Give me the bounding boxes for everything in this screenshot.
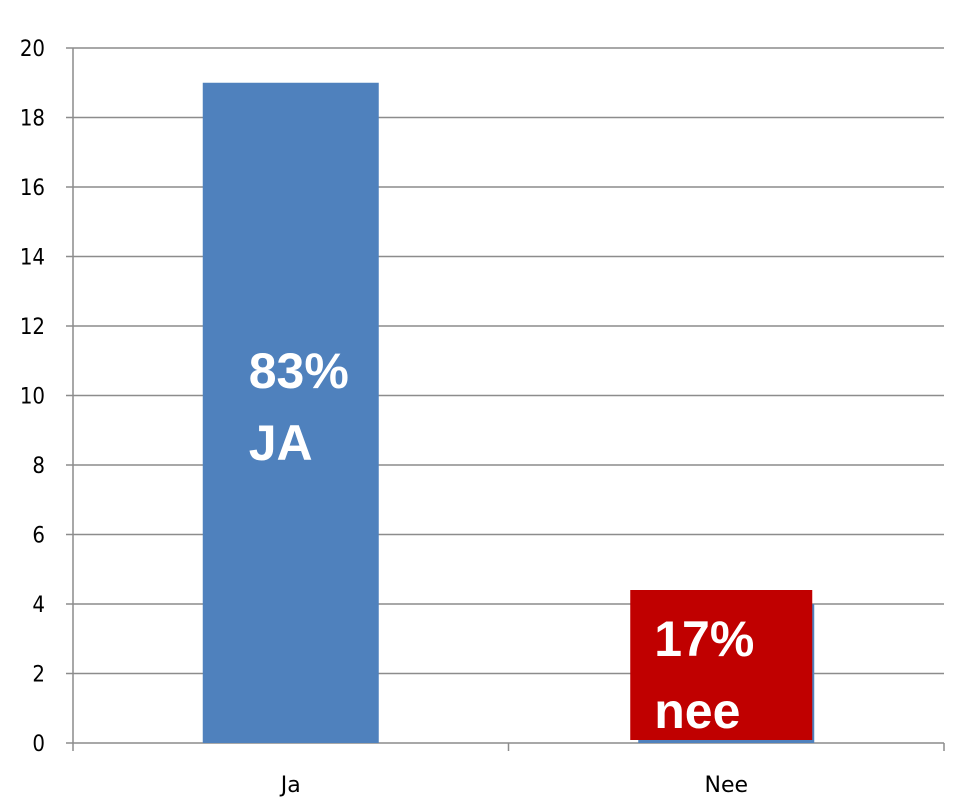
annotation-text: 17% xyxy=(654,611,754,667)
annotation-text: 83% xyxy=(249,343,349,399)
y-tick-label: 8 xyxy=(32,454,45,479)
y-tick-label: 20 xyxy=(20,37,45,62)
y-tick-label: 14 xyxy=(20,246,45,271)
annotation-text: JA xyxy=(249,415,313,471)
x-tick-label: Ja xyxy=(279,773,301,798)
y-tick-label: 6 xyxy=(32,524,45,549)
annotation-text: nee xyxy=(654,683,740,739)
y-tick-label: 10 xyxy=(20,385,45,410)
axis-labels: 0 2 4 6 8 10 12 14 16 18 20 Ja Nee xyxy=(20,37,748,798)
annotation-ja: 83% JA xyxy=(249,343,349,471)
bar-ja xyxy=(202,82,379,743)
annotation-box xyxy=(630,590,813,740)
y-tick-label: 12 xyxy=(20,315,45,340)
y-tick-label: 18 xyxy=(20,107,45,132)
y-tick-label: 2 xyxy=(32,663,45,688)
annotation-nee: 17% nee xyxy=(630,590,813,740)
y-tick-label: 4 xyxy=(32,593,45,618)
bar-annotations: 83% JA 17% nee xyxy=(249,343,813,740)
y-tick-label: 16 xyxy=(20,176,45,201)
y-tick-label: 0 xyxy=(32,732,45,757)
x-tick-label: Nee xyxy=(704,773,748,798)
